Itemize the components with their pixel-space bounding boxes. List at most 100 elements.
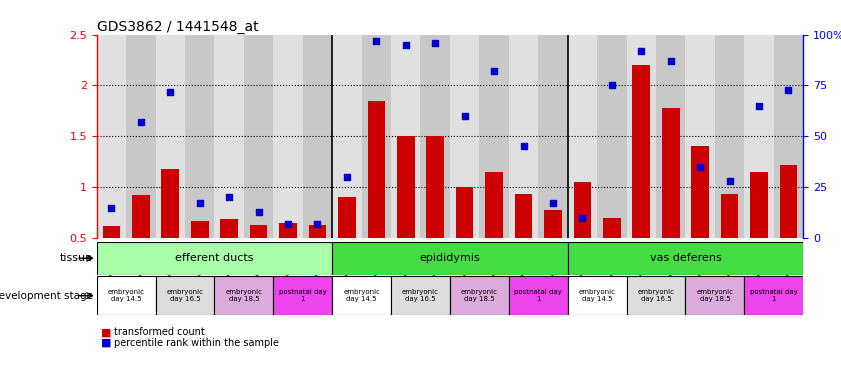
Point	[428, 40, 442, 46]
Point	[546, 200, 559, 207]
Bar	[426, 136, 444, 238]
Bar	[185, 35, 214, 238]
Text: embryonic
day 18.5: embryonic day 18.5	[696, 289, 733, 302]
Point	[134, 119, 147, 125]
Bar	[715, 35, 744, 238]
Point	[369, 38, 383, 44]
Point	[487, 68, 500, 74]
Point	[781, 86, 795, 93]
Text: development stage: development stage	[0, 291, 93, 301]
Bar	[368, 101, 385, 238]
Bar	[126, 35, 156, 238]
Bar	[303, 35, 332, 238]
Bar	[574, 182, 591, 238]
Point	[193, 200, 206, 207]
Point	[634, 48, 648, 54]
Point	[516, 144, 530, 150]
Bar	[191, 221, 209, 238]
Point	[281, 221, 294, 227]
Text: postnatal day
1: postnatal day 1	[279, 289, 326, 302]
Bar	[456, 187, 473, 238]
Bar	[273, 276, 332, 315]
Point	[605, 83, 618, 89]
Bar	[627, 35, 656, 238]
Bar	[538, 35, 568, 238]
Bar	[214, 35, 244, 238]
Bar	[780, 165, 797, 238]
Point	[310, 221, 324, 227]
Bar	[632, 65, 650, 238]
Bar	[279, 223, 297, 238]
Bar	[603, 218, 621, 238]
Bar	[509, 276, 568, 315]
Bar	[721, 194, 738, 238]
Bar	[391, 35, 420, 238]
Text: postnatal day
1: postnatal day 1	[515, 289, 562, 302]
Bar	[662, 108, 680, 238]
Bar	[450, 276, 509, 315]
Bar	[338, 197, 356, 238]
Bar	[750, 172, 768, 238]
Bar	[691, 147, 709, 238]
Text: ■: ■	[101, 327, 111, 337]
Text: embryonic
day 18.5: embryonic day 18.5	[461, 289, 498, 302]
Bar	[309, 225, 326, 238]
Bar	[156, 35, 185, 238]
Text: embryonic
day 16.5: embryonic day 16.5	[167, 289, 204, 302]
Text: embryonic
day 14.5: embryonic day 14.5	[343, 289, 380, 302]
Bar	[161, 169, 179, 238]
Bar	[332, 35, 362, 238]
Point	[752, 103, 765, 109]
Bar	[544, 210, 562, 238]
Text: embryonic
day 18.5: embryonic day 18.5	[225, 289, 262, 302]
Text: tissue: tissue	[60, 253, 93, 263]
Bar	[97, 242, 332, 275]
Bar	[479, 35, 509, 238]
Bar	[568, 242, 803, 275]
Bar	[244, 35, 273, 238]
Text: percentile rank within the sample: percentile rank within the sample	[114, 338, 278, 348]
Bar	[656, 35, 685, 238]
Bar	[685, 35, 715, 238]
Text: ■: ■	[101, 338, 111, 348]
Bar	[568, 35, 597, 238]
Point	[399, 42, 412, 48]
Text: embryonic
day 16.5: embryonic day 16.5	[637, 289, 674, 302]
Text: embryonic
day 14.5: embryonic day 14.5	[108, 289, 145, 302]
Bar	[332, 276, 391, 315]
Text: epididymis: epididymis	[420, 253, 480, 263]
Bar	[450, 35, 479, 238]
Bar	[250, 225, 267, 238]
Bar	[156, 276, 214, 315]
Bar	[744, 276, 803, 315]
Point	[722, 178, 736, 184]
Bar	[397, 136, 415, 238]
Bar	[685, 276, 744, 315]
Bar	[744, 35, 774, 238]
Bar	[627, 276, 685, 315]
Point	[575, 215, 589, 221]
Point	[340, 174, 353, 180]
Point	[458, 113, 471, 119]
Point	[251, 209, 265, 215]
Bar	[485, 172, 503, 238]
Bar	[362, 35, 391, 238]
Point	[664, 58, 677, 64]
Text: GDS3862 / 1441548_at: GDS3862 / 1441548_at	[97, 20, 258, 33]
Bar	[273, 35, 303, 238]
Text: efferent ducts: efferent ducts	[175, 253, 254, 263]
Point	[104, 204, 118, 210]
Bar	[132, 195, 150, 238]
Point	[163, 88, 177, 94]
Bar	[515, 194, 532, 238]
Bar	[103, 226, 120, 238]
Point	[222, 194, 235, 200]
Bar	[391, 276, 450, 315]
Bar	[97, 276, 156, 315]
Bar	[97, 35, 126, 238]
Bar	[332, 242, 568, 275]
Bar	[509, 35, 538, 238]
Bar	[568, 276, 627, 315]
Text: postnatal day
1: postnatal day 1	[750, 289, 797, 302]
Bar	[597, 35, 627, 238]
